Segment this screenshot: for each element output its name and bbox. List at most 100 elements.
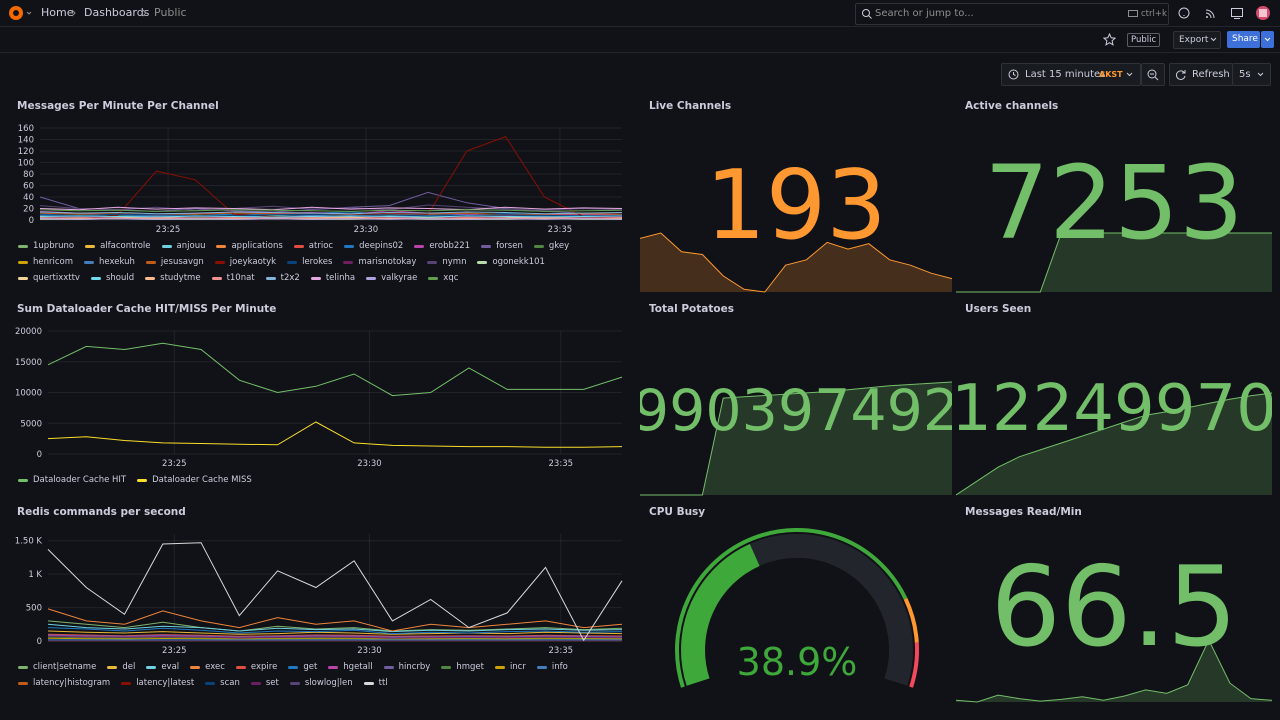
grafana-logo[interactable] (7, 4, 33, 22)
legend-swatch (481, 244, 492, 248)
series-line (47, 627, 623, 635)
series-line (39, 217, 623, 220)
legend-swatch (428, 276, 439, 280)
legend-label: telinha (325, 273, 356, 283)
gauge-value (681, 544, 760, 686)
legend-label: client|setname (33, 662, 97, 672)
legend-item: latency|histogram (18, 675, 110, 691)
zoom-out-button[interactable] (1141, 63, 1165, 86)
legend-swatch (145, 260, 156, 264)
legend-item: marisnotokay (343, 254, 416, 270)
legend-label: eval (161, 662, 180, 672)
legend-swatch (18, 478, 28, 482)
legend-label: t2x2 (280, 273, 300, 283)
sparkline (640, 232, 952, 293)
x-tick-label: 23:30 (354, 225, 379, 235)
legend-item: should (90, 270, 134, 286)
legend-item: henricom (18, 254, 73, 270)
legend-swatch (310, 276, 321, 280)
stat-value: 7253 (984, 144, 1244, 263)
y-tick-label: 1 K (28, 570, 42, 580)
legend-item: del (107, 659, 135, 675)
refresh-button[interactable]: Refresh (1169, 63, 1233, 86)
legend-item: forsen (481, 238, 523, 254)
legend-swatch (18, 681, 28, 685)
refresh-interval[interactable]: 5s (1232, 63, 1271, 86)
y-tick-label: 20000 (15, 327, 42, 337)
share-button[interactable]: Share (1227, 31, 1260, 48)
legend-label: hexekuh (99, 257, 135, 267)
legend-item: hincrby (383, 659, 430, 675)
panel-title: Messages Read/Min (965, 506, 1082, 518)
legend-item: set (250, 675, 279, 691)
y-tick-label: 0 (37, 637, 42, 647)
legend-label: xqc (443, 273, 459, 283)
sparkline (640, 381, 952, 496)
legend-swatch (494, 665, 505, 669)
panel-title: Total Potatoes (649, 303, 734, 315)
panel: 66.5 Messages Read/Min (956, 501, 1272, 706)
sparkline-area (956, 393, 1272, 495)
stat-value: 12249970 (956, 372, 1272, 446)
legend-label: quertixxttv (33, 273, 80, 283)
legend-label: 1upbruno (33, 241, 75, 251)
legend-item: quertixxttv (18, 270, 80, 286)
legend-item: xqc (428, 270, 458, 286)
series-line (47, 635, 623, 639)
legend-label: lerokes (302, 257, 333, 267)
panel-canvas: 7253 (956, 144, 1272, 293)
panel-title: Active channels (965, 100, 1059, 112)
panel: 0 5000 10000 15000 20000 23:25 23:30 23:35 Sum D… (8, 298, 632, 499)
legend-swatch (427, 260, 438, 264)
search-shortcut: ctrl+k (1141, 9, 1167, 19)
share-dropdown[interactable] (1261, 31, 1274, 48)
legend-swatch (293, 244, 304, 248)
series-line (47, 637, 623, 640)
panel-title: Messages Per Minute Per Channel (17, 100, 219, 112)
breadcrumb[interactable]: Home (41, 6, 74, 19)
panel-title: Live Channels (649, 100, 732, 112)
search-box[interactable]: Search or jump to... ctrl+k (855, 3, 1169, 25)
legend-label: valkyrae (381, 273, 418, 283)
breadcrumb[interactable]: Dashboards (84, 6, 150, 19)
legend-item: Dataloader Cache HIT (18, 472, 126, 488)
legend-item: Dataloader Cache MISS (137, 472, 252, 488)
legend-label: joeykaotyk (229, 257, 277, 267)
stat-value: 990397492 (640, 378, 952, 444)
legend-label: latency|histogram (33, 678, 111, 688)
legend-label: deepins02 (359, 241, 404, 251)
panel: 193 Live Channels (640, 95, 952, 296)
time-range-picker[interactable]: Last 15 minutes AKST (1001, 63, 1141, 86)
clock-icon (1008, 69, 1019, 80)
legend-label: studytme (160, 273, 201, 283)
export-button[interactable]: Export (1173, 31, 1221, 49)
chevron (1257, 72, 1264, 77)
y-tick-label: 10000 (15, 389, 42, 399)
refresh-label: Refresh (1192, 69, 1230, 80)
legend-label: get (303, 662, 318, 672)
legend-label: info (551, 662, 568, 672)
y-tick-label: 100 (18, 159, 34, 169)
legend-label: marisnotokay (358, 257, 417, 267)
legend-swatch (18, 276, 28, 280)
breadcrumb: Public (154, 6, 187, 19)
search-icon (862, 9, 872, 19)
legend-label: latency|latest (136, 678, 195, 688)
legend-item: expire (235, 659, 277, 675)
legend-item: deepins02 (344, 238, 403, 254)
panel-canvas: 193 (640, 151, 952, 293)
legend-swatch (536, 665, 547, 669)
legend-label: nymn (442, 257, 467, 267)
series-line (47, 634, 623, 638)
legend-swatch (344, 244, 355, 248)
star-icon[interactable] (1103, 33, 1116, 46)
header-icons[interactable] (1177, 6, 1277, 21)
legend-swatch (137, 478, 148, 482)
legend-item: scan (205, 675, 240, 691)
series-line (39, 209, 623, 212)
legend-label: Dataloader Cache MISS (152, 475, 252, 485)
legend-swatch (216, 244, 227, 248)
panel: 12249970 Users Seen (956, 298, 1272, 499)
legend-label: slowlog|len (304, 678, 353, 688)
